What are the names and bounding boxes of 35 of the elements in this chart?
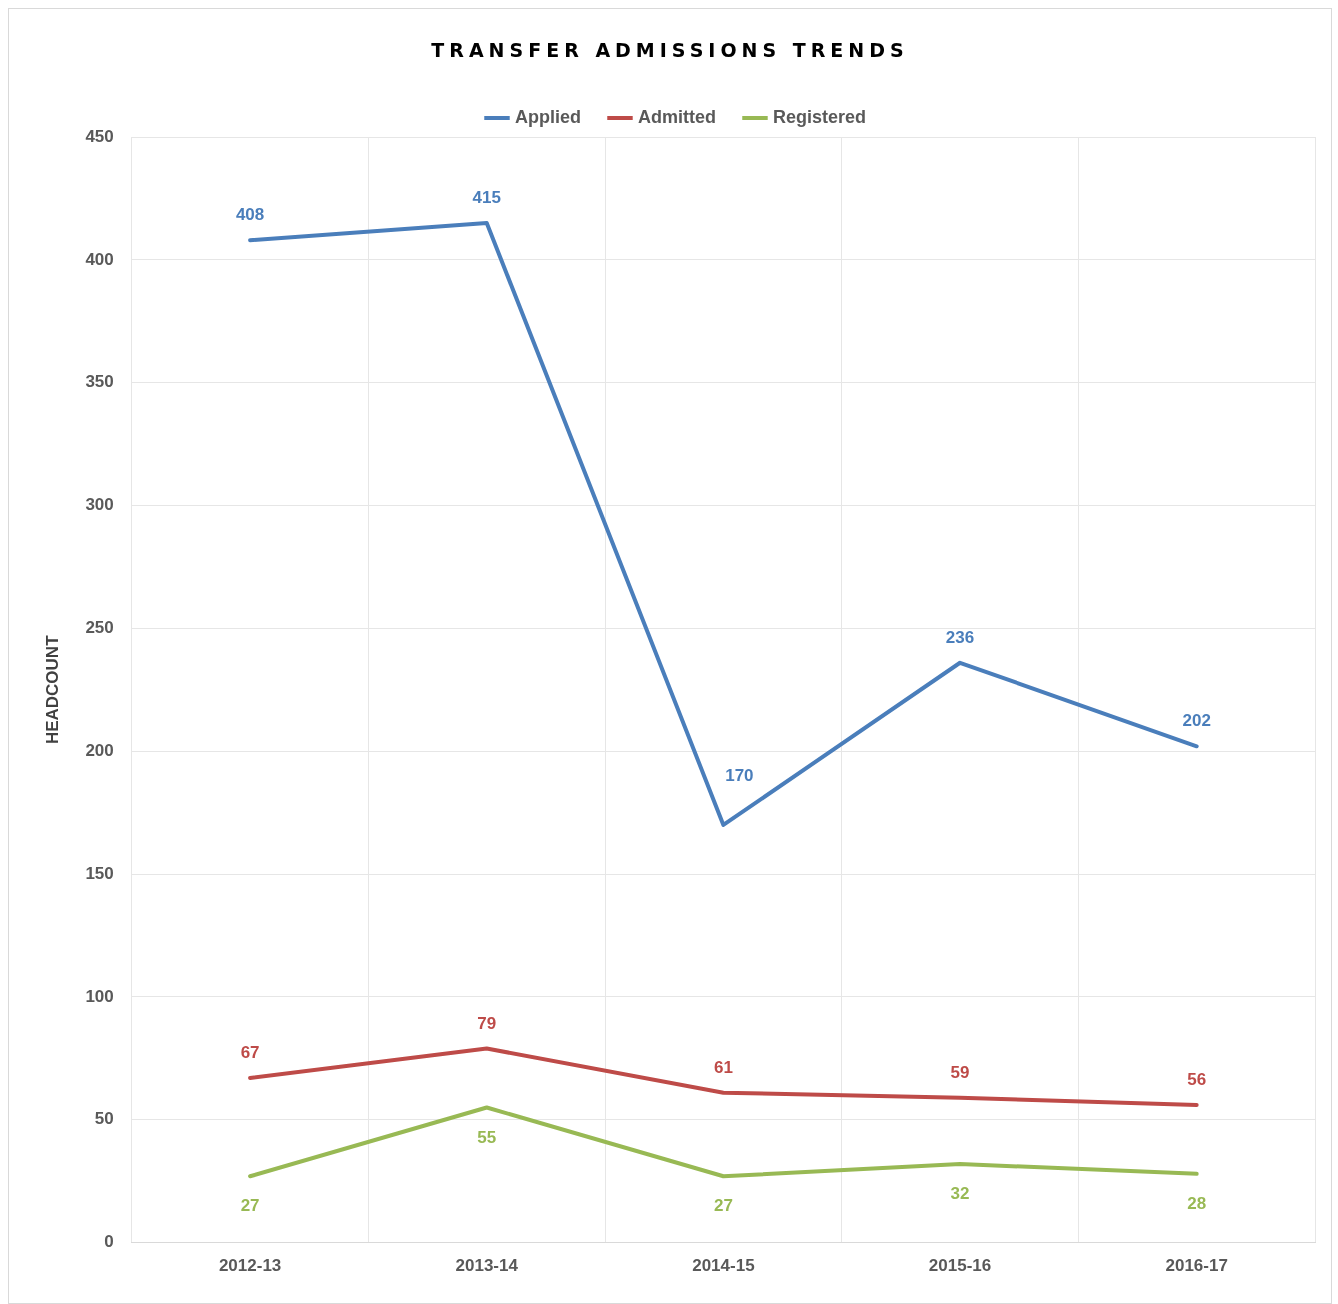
data-label: 202 xyxy=(1182,711,1211,731)
data-label: 27 xyxy=(713,1196,733,1216)
legend-label: Registered xyxy=(772,106,867,127)
x-tick-label: 2014-15 xyxy=(692,1256,755,1276)
y-tick-label: 450 xyxy=(85,126,114,146)
legend-label: Applied xyxy=(514,106,581,127)
x-tick-label: 2012-13 xyxy=(218,1256,282,1276)
y-tick-label: 200 xyxy=(85,740,114,760)
y-tick-label: 300 xyxy=(85,495,114,515)
data-label: 59 xyxy=(950,1062,970,1082)
legend-label: Admitted xyxy=(637,106,716,127)
data-label: 79 xyxy=(477,1013,497,1033)
data-label: 55 xyxy=(477,1127,497,1147)
y-tick-label: 400 xyxy=(85,249,114,269)
y-tick-label: 150 xyxy=(85,863,114,883)
y-tick-label: 0 xyxy=(104,1232,114,1252)
x-tick-label: 2016-17 xyxy=(1165,1256,1228,1276)
x-tick-label: 2015-16 xyxy=(928,1256,992,1276)
y-tick-label: 350 xyxy=(85,372,114,392)
y-tick-label: 100 xyxy=(85,986,114,1006)
y-tick-label: 250 xyxy=(85,618,114,638)
data-label: 170 xyxy=(725,766,754,786)
data-label: 32 xyxy=(950,1184,970,1204)
data-label: 28 xyxy=(1187,1193,1207,1213)
data-label: 415 xyxy=(472,188,501,208)
data-label: 56 xyxy=(1187,1070,1207,1090)
data-label: 236 xyxy=(945,627,975,647)
data-label: 408 xyxy=(235,205,265,225)
data-label: 61 xyxy=(713,1057,733,1077)
data-label: 67 xyxy=(240,1043,260,1063)
y-tick-label: 50 xyxy=(94,1109,114,1129)
data-label: 27 xyxy=(240,1196,260,1216)
x-tick-label: 2013-14 xyxy=(455,1256,519,1276)
chart-title: TRANSFER ADMISSIONS TRENDS xyxy=(430,39,910,61)
y-axis-title: HEADCOUNT xyxy=(42,634,62,745)
